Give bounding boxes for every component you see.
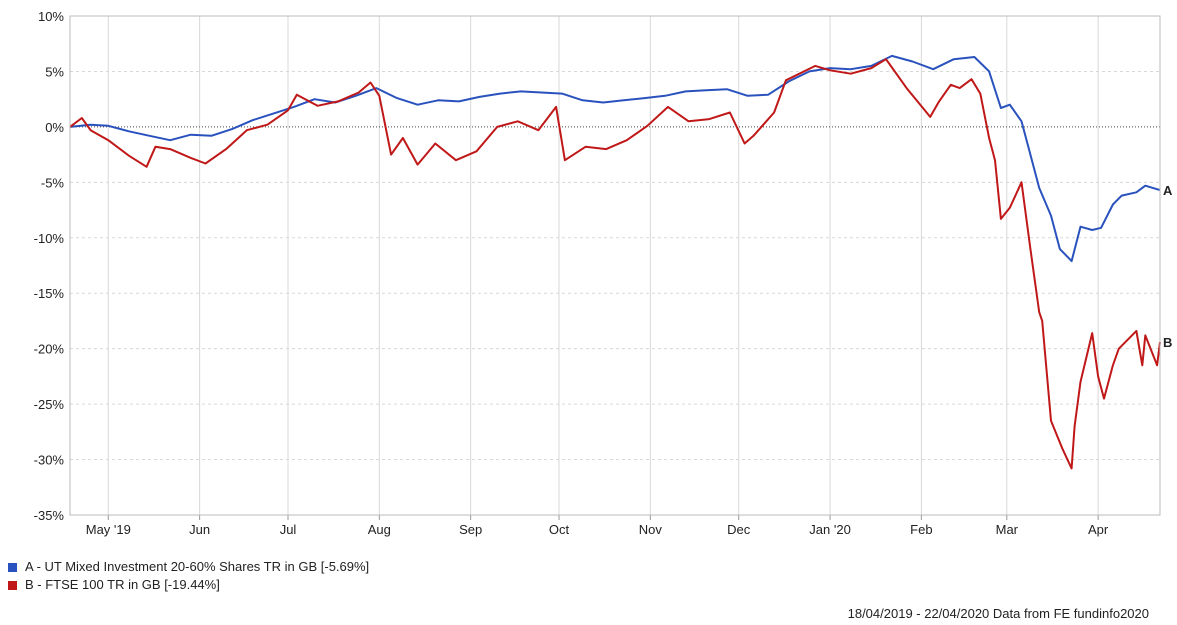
legend-swatch-a bbox=[8, 562, 17, 572]
series-lines bbox=[69, 54, 1161, 470]
x-tick-label: Jun bbox=[189, 522, 210, 537]
y-axis-tick-labels: 10% 5% 0% -5% -10% -15% -20% -25% -30% -35% bbox=[34, 9, 65, 523]
y-tick-label: -20% bbox=[34, 342, 65, 357]
y-tick-label: 10% bbox=[38, 9, 64, 24]
legend: A - UT Mixed Investment 20-60% Shares TR… bbox=[8, 558, 369, 594]
plot-frame bbox=[69, 15, 1161, 516]
y-tick-label: 0% bbox=[45, 120, 64, 135]
y-tick-label: -10% bbox=[34, 231, 65, 246]
vertical-gridlines bbox=[107, 16, 1099, 520]
x-tick-label: Nov bbox=[639, 522, 663, 537]
y-tick-label: 5% bbox=[45, 64, 64, 79]
series-tag-a: A bbox=[1163, 183, 1173, 198]
y-tick-label: -5% bbox=[41, 175, 65, 190]
legend-item-a: A - UT Mixed Investment 20-60% Shares TR… bbox=[8, 558, 369, 576]
x-tick-label: Feb bbox=[910, 522, 932, 537]
y-tick-label: -30% bbox=[34, 453, 65, 468]
x-tick-label: Dec bbox=[727, 522, 751, 537]
x-axis-tick-labels: May '19 Jun Jul Aug Sep Oct Nov Dec Jan '20 Feb Ma… bbox=[86, 522, 1109, 537]
legend-swatch-b bbox=[8, 580, 17, 590]
x-tick-label: Oct bbox=[549, 522, 570, 537]
x-tick-label: Aug bbox=[368, 522, 391, 537]
legend-item-b: B - FTSE 100 TR in GB [-19.44%] bbox=[8, 576, 369, 594]
data-source-note: 18/04/2019 - 22/04/2020 Data from FE fun… bbox=[847, 606, 1149, 621]
x-tick-label: May '19 bbox=[86, 522, 131, 537]
x-tick-label: Apr bbox=[1088, 522, 1109, 537]
x-tick-label: Jul bbox=[280, 522, 297, 537]
series-tag-b: B bbox=[1163, 335, 1172, 350]
y-tick-label: -35% bbox=[34, 508, 65, 523]
series-end-tags: AB bbox=[1163, 183, 1173, 350]
y-tick-label: -15% bbox=[34, 286, 65, 301]
x-tick-label: Jan '20 bbox=[809, 522, 851, 537]
legend-label-b: B - FTSE 100 TR in GB [-19.44%] bbox=[25, 577, 220, 592]
legend-label-a: A - UT Mixed Investment 20-60% Shares TR… bbox=[25, 559, 370, 574]
line-chart: 10% 5% 0% -5% -10% -15% -20% -25% -30% -35% May '… bbox=[34, 9, 1173, 537]
x-tick-label: Sep bbox=[459, 522, 482, 537]
series-line-b bbox=[69, 58, 1161, 470]
plot-background bbox=[70, 16, 1160, 515]
series-line-a bbox=[69, 54, 1161, 263]
x-tick-label: Mar bbox=[996, 522, 1019, 537]
y-tick-label: -25% bbox=[34, 397, 65, 412]
